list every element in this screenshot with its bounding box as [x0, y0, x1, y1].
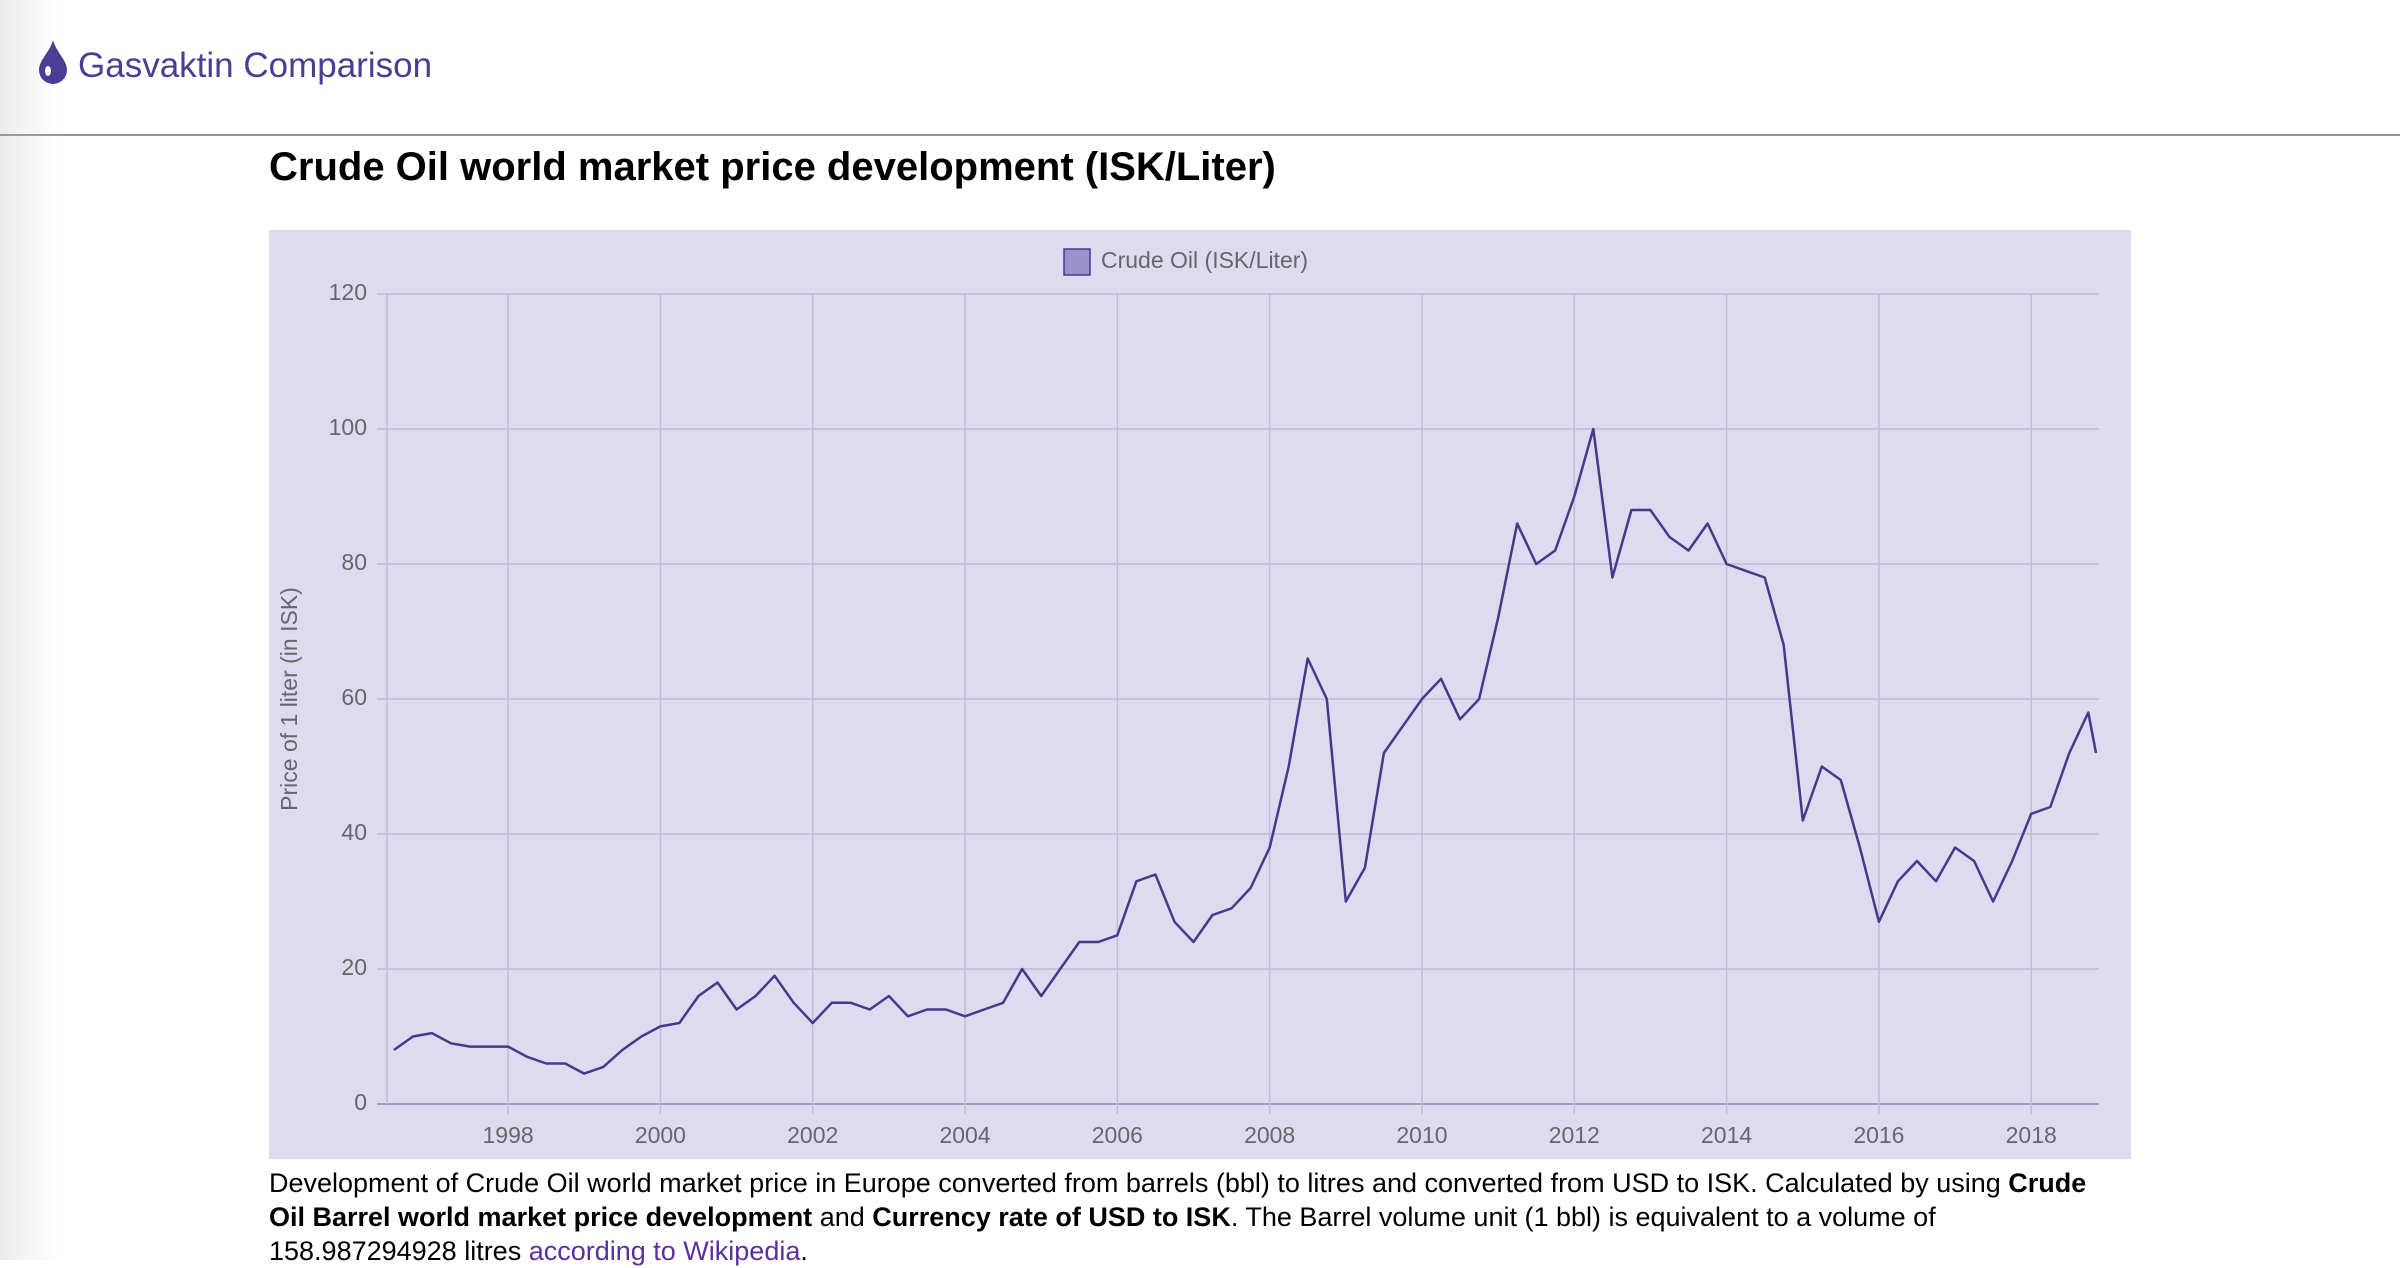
legend-label: Crude Oil (ISK/Liter) — [1101, 247, 1308, 273]
x-tick-label: 2018 — [2006, 1122, 2057, 1148]
brand[interactable]: Gasvaktin Comparison — [78, 46, 433, 85]
y-tick-label: 0 — [354, 1089, 367, 1115]
logo-icon[interactable] — [38, 40, 68, 84]
y-tick-label: 100 — [329, 414, 367, 440]
description: Development of Crude Oil world market pr… — [269, 1166, 2129, 1268]
wikipedia-link[interactable]: according to Wikipedia — [528, 1236, 801, 1266]
description-bold: Crude Oil Barrel world market price deve… — [269, 1168, 2087, 1232]
y-axis-label: Price of 1 liter (in ISK) — [276, 587, 302, 811]
legend-swatch — [1063, 248, 1091, 276]
y-tick-label: 20 — [341, 954, 367, 980]
x-tick-label: 2006 — [1092, 1122, 1143, 1148]
x-tick-label: 2010 — [1396, 1122, 1447, 1148]
description-text: . The Barrel volume unit (1 bbl) is equi… — [269, 1202, 1936, 1266]
side-shade — [0, 0, 60, 1260]
x-tick-label: 1998 — [483, 1122, 534, 1148]
y-tick-label: 40 — [341, 819, 367, 845]
x-tick-label: 2004 — [939, 1122, 990, 1148]
description-text: Development of Crude Oil world market pr… — [269, 1168, 2009, 1198]
x-tick-label: 2016 — [1853, 1122, 1904, 1148]
chart-background — [269, 230, 2131, 1159]
y-tick-label: 80 — [341, 549, 367, 575]
header: Gasvaktin Comparison — [0, 0, 2400, 136]
x-tick-label: 2014 — [1701, 1122, 1752, 1148]
x-tick-label: 2002 — [787, 1122, 838, 1148]
description-text: and — [812, 1202, 873, 1232]
page-title: Crude Oil world market price development… — [269, 145, 1276, 189]
description-bold: Currency rate of USD to ISK — [872, 1202, 1231, 1232]
chart: 0 20 40 60 80 100 120 1998 2000 2002 2004 2006 2008 2… — [269, 230, 2131, 1159]
data-line — [393, 427, 2098, 1075]
description-text: . — [800, 1236, 808, 1266]
x-tick-label: 2008 — [1244, 1122, 1295, 1148]
y-tick-label: 120 — [329, 279, 367, 305]
x-tick-label: 2012 — [1549, 1122, 1600, 1148]
y-tick-label: 60 — [341, 684, 367, 710]
x-tick-label: 2000 — [635, 1122, 686, 1148]
